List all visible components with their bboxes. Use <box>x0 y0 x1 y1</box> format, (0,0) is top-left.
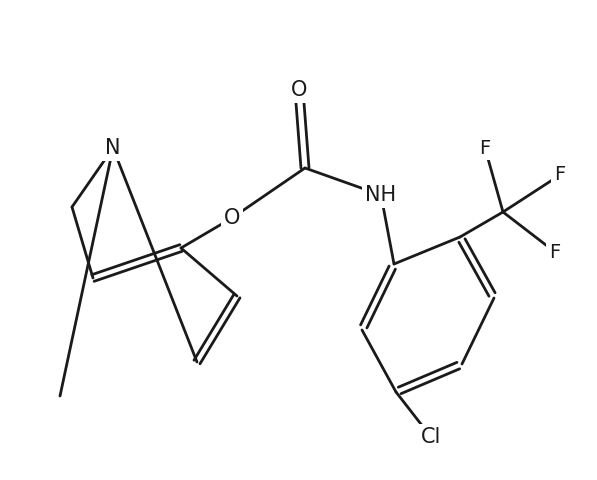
Text: O: O <box>224 208 240 228</box>
Text: F: F <box>555 166 565 184</box>
Text: N: N <box>105 138 121 158</box>
Text: F: F <box>549 242 561 262</box>
Text: Cl: Cl <box>421 427 441 447</box>
Text: F: F <box>479 139 491 157</box>
Text: O: O <box>291 80 307 100</box>
Text: NH: NH <box>365 185 396 205</box>
